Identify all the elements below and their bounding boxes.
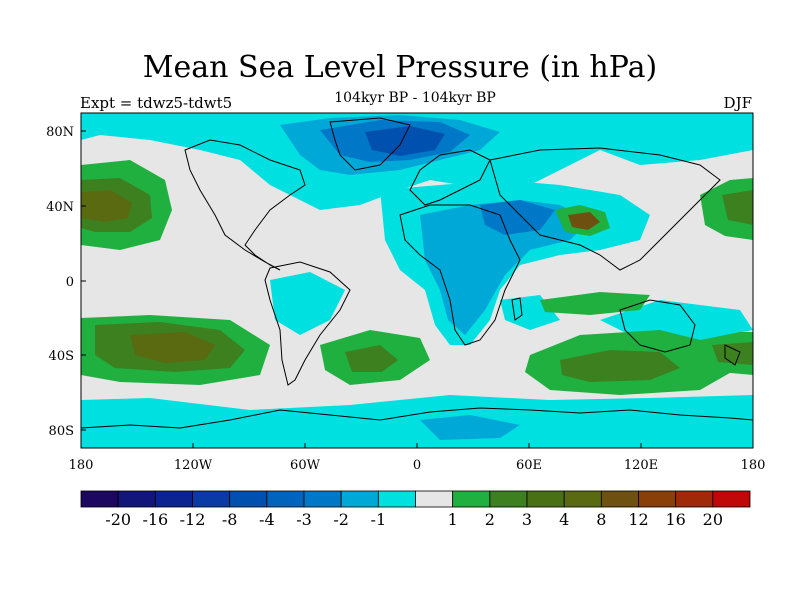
experiment-label: Expt = tdwz5-tdwt5 [80, 94, 233, 112]
plot-subtitle: 104kyr BP - 104kyr BP [334, 90, 496, 106]
coast-asia [489, 147, 721, 271]
x-tick-labels: 180 120W 60W 0 60E 120E 180 [69, 458, 766, 473]
colorbar-label: -8 [222, 510, 238, 529]
colorbar-label: -3 [296, 510, 312, 529]
colorbar-label: 20 [703, 510, 723, 529]
x-tick-label: 60W [290, 458, 321, 473]
y-tick-label: 0 [66, 275, 74, 290]
colorbar-label: 12 [628, 510, 648, 529]
colorbar-label: 3 [522, 510, 532, 529]
colorbar-swatch [526, 490, 565, 508]
season-label: DJF [723, 94, 752, 112]
y-tick-label: 40N [46, 200, 74, 215]
coast-antarctica [81, 407, 753, 429]
coast-north-america [184, 139, 306, 271]
colorbar-label: 2 [485, 510, 495, 529]
mideast-negative-inner [480, 200, 555, 235]
australia-south-positive-core [712, 342, 753, 365]
axis-ticks [80, 130, 754, 448]
colorbar-swatch [154, 490, 193, 508]
greenland-negative-center [365, 126, 445, 156]
x-tick-label: 120W [174, 458, 213, 473]
colorbar-label: -4 [259, 510, 275, 529]
colorbar-swatch [340, 490, 379, 508]
coastlines [81, 117, 753, 429]
y-tick-label: 40S [49, 349, 74, 364]
coast-greenland [329, 117, 411, 171]
south-america-negative-region [270, 272, 345, 335]
colorbar-swatch [192, 490, 231, 508]
north-pacific-positive-west-core [81, 190, 132, 222]
y-tick-label: 80N [46, 125, 74, 140]
pressure-field [81, 113, 753, 448]
colorbar-swatch [377, 490, 416, 508]
colorbar-label: -16 [142, 510, 168, 529]
africa-negative-core [420, 200, 590, 335]
colorbar-swatch [675, 490, 714, 508]
coast-europe [409, 149, 491, 206]
x-tick-label: 180 [69, 458, 94, 473]
coast-madagascar [511, 297, 523, 321]
colorbar-swatch [452, 490, 491, 508]
colorbar-swatch [415, 490, 454, 508]
tibet-positive-core [568, 212, 600, 230]
colorbar-label: 16 [665, 510, 685, 529]
colorbar-swatch [600, 490, 639, 508]
colorbar: -20 -16 -12 -8 -4 -3 -2 -1 1 2 3 4 8 12 16 20 [80, 490, 751, 529]
south-pacific-positive-core [130, 332, 215, 363]
colorbar-swatch [303, 490, 342, 508]
colorbar-label: -12 [180, 510, 206, 529]
colorbar-swatch [229, 490, 268, 508]
x-tick-label: 180 [741, 458, 766, 473]
coast-australia [619, 299, 696, 353]
x-tick-label: 120E [624, 458, 658, 473]
colorbar-label: -2 [333, 510, 349, 529]
north-pacific-positive-east-core [722, 190, 753, 225]
south-atlantic-positive-core [345, 345, 398, 372]
colorbar-swatch [638, 490, 677, 508]
coast-south-america [264, 261, 351, 386]
y-tick-labels: 80N 40N 0 40S 80S [46, 125, 74, 439]
colorbar-label: 4 [559, 510, 569, 529]
colorbar-swatch [266, 490, 305, 508]
indian-ocean-positive-core [560, 350, 680, 382]
colorbar-swatch [80, 490, 119, 508]
y-tick-label: 80S [49, 424, 74, 439]
x-tick-label: 0 [413, 458, 421, 473]
page-title: Mean Sea Level Pressure (in hPa) [142, 50, 658, 85]
coast-new-zealand [724, 344, 741, 366]
southern-ocean-negative-band [81, 395, 753, 448]
coast-africa [399, 204, 521, 346]
colorbar-label: -1 [371, 510, 387, 529]
colorbar-label: 8 [596, 510, 606, 529]
antarctic-negative-inner [420, 415, 520, 440]
colorbar-swatch [712, 490, 751, 508]
colorbar-swatch [117, 490, 156, 508]
colorbar-swatch [563, 490, 602, 508]
colorbar-label: -20 [105, 510, 131, 529]
x-tick-label: 60E [516, 458, 542, 473]
colorbar-label: 1 [448, 510, 458, 529]
colorbar-swatch [489, 490, 528, 508]
